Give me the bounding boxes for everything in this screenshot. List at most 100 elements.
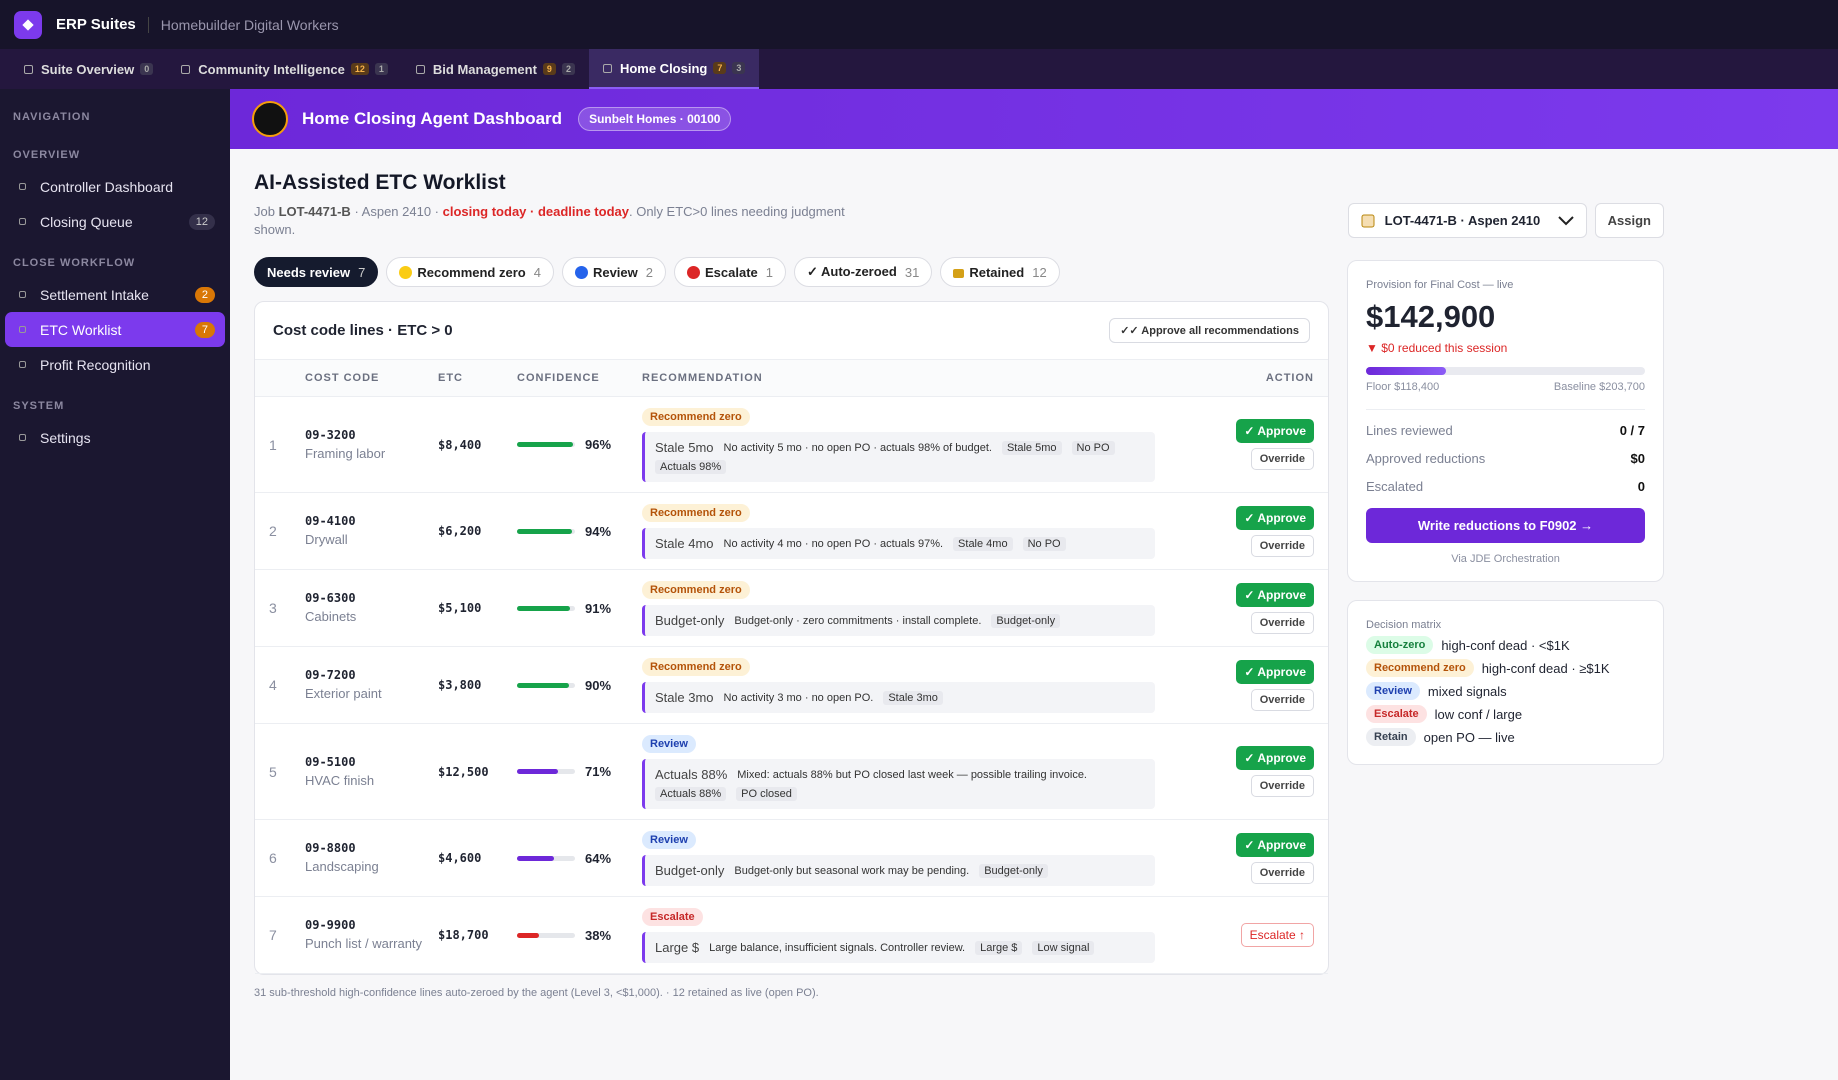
tab-badge: 9 <box>542 63 556 75</box>
etc: $12,500 <box>438 764 489 779</box>
stat-label: Approved reductions <box>1366 451 1486 466</box>
worklist-title: AI-Assisted ETC Worklist <box>254 171 506 194</box>
action-button[interactable]: ✓ Approve <box>1236 582 1314 607</box>
cost-code-cell: 09-5100 HVAC finish <box>305 755 438 789</box>
signal: Actuals 88% <box>655 767 728 782</box>
cost-code-name: HVAC finish <box>305 772 375 788</box>
action-button[interactable]: Override <box>1250 448 1314 470</box>
recommendation-box: Large $ Large balance, insufficient signa… <box>642 932 1155 963</box>
matrix-row: Review mixed signals <box>1366 682 1645 700</box>
nav-badge: 12 <box>188 213 215 230</box>
matrix-text: high-conf dead · <$1K <box>1441 637 1570 653</box>
action-button[interactable]: ✓ Approve <box>1236 832 1314 857</box>
recommendation-tag: Recommend zero <box>642 658 750 676</box>
action-button[interactable]: ✓ Approve <box>1236 746 1314 770</box>
actions: ✓ Approve Override <box>1232 419 1328 470</box>
confidence: 71% <box>517 764 642 779</box>
row-number: 2 <box>269 523 277 539</box>
nav-item[interactable]: Settlement Intake 2 <box>5 277 225 312</box>
filter[interactable]: Review 2 <box>561 257 666 287</box>
recommendation-box: Actuals 88% Mixed: actuals 88% but PO clo… <box>642 759 1155 809</box>
signal-chip: Stale 3mo <box>883 690 943 705</box>
stat-value: 0 <box>1637 479 1645 494</box>
selector-row: LOT-4471-B · Aspen 2410 Assign <box>1347 203 1664 238</box>
matrix-text: open PO — live <box>1423 729 1515 745</box>
signal: Stale 3mo <box>655 690 714 705</box>
nav-label: Profit Recognition <box>40 356 151 373</box>
action-button[interactable]: ✓ Approve <box>1236 419 1314 443</box>
recommendation-tag: Recommend zero <box>642 504 750 522</box>
provision-title: Provision for Final Cost — live <box>1366 279 1514 291</box>
nav-item[interactable]: Controller Dashboard <box>5 169 225 204</box>
sidebar-title: NAVIGATION <box>13 111 91 123</box>
nav-item[interactable]: Settings <box>5 420 225 455</box>
action-button[interactable]: Override <box>1250 688 1314 711</box>
confidence-track <box>517 528 575 534</box>
signal-chip: Large $ <box>975 940 1023 955</box>
filter-count: 2 <box>645 264 653 280</box>
confidence-track <box>517 442 575 447</box>
table-row: 1 09-3200 Framing labor $8,400 96% Recommend … <box>255 397 1328 493</box>
filter-icon <box>574 265 588 279</box>
tab-badge: 7 <box>713 62 727 74</box>
row-number: 7 <box>269 927 277 943</box>
nav-icon <box>19 434 26 441</box>
nav-item[interactable]: Profit Recognition <box>5 347 225 382</box>
tab[interactable]: Community Intelligence 12 1 <box>167 49 402 89</box>
action-button[interactable]: Escalate ↑ <box>1240 923 1314 947</box>
app-name: ERP Suites <box>56 16 136 33</box>
nav-item[interactable]: ETC Worklist 7 <box>5 312 225 347</box>
actions: ✓ Approve Override <box>1232 832 1328 884</box>
recommendation: Review Budget-only Budget-only but seasona… <box>642 830 1232 886</box>
signal-chip: Stale 4mo <box>953 536 1013 551</box>
write-button[interactable]: Write reductions to F0902 → <box>1366 508 1645 543</box>
assign-button[interactable]: Assign <box>1594 203 1664 238</box>
etc: $8,400 <box>438 437 482 452</box>
banner-title: Home Closing Agent Dashboard <box>302 109 563 128</box>
tab[interactable]: Bid Management 9 2 <box>402 49 589 89</box>
filter-label: ✓ Auto-zeroed <box>807 264 897 279</box>
company-chip[interactable]: Sunbelt Homes · 00100 <box>578 107 732 131</box>
tab[interactable]: Home Closing 7 3 <box>588 49 760 89</box>
action-button[interactable]: Override <box>1250 534 1314 557</box>
action-button[interactable]: Override <box>1250 611 1314 634</box>
lot-selector[interactable]: LOT-4471-B · Aspen 2410 <box>1347 203 1587 238</box>
tab-label: Bid Management <box>432 61 537 77</box>
cost-code: 09-9900 <box>305 918 356 932</box>
approve-all-button[interactable]: ✓✓ Approve all recommendations <box>1109 318 1310 343</box>
filter[interactable]: ✓ Auto-zeroed 31 <box>794 257 933 287</box>
recommendation-tag: Recommend zero <box>642 408 750 426</box>
matrix-tag: Escalate <box>1366 705 1427 723</box>
recommendation-tag: Recommend zero <box>642 581 750 599</box>
filter[interactable]: Recommend zero 4 <box>386 257 554 287</box>
confidence-bar <box>517 442 573 447</box>
column-header: CONFIDENCE <box>517 372 600 384</box>
nav-item[interactable]: Closing Queue 12 <box>5 204 225 239</box>
signal: Stale 5mo <box>655 440 714 455</box>
confidence: 90% <box>517 678 642 693</box>
filter[interactable]: Escalate 1 <box>674 257 786 287</box>
cost-code-cell: 09-8800 Landscaping <box>305 841 438 875</box>
cost-code: 09-3200 <box>305 427 356 442</box>
recommendation: Recommend zero Stale 4mo No activity 4 mo … <box>642 503 1232 559</box>
filter[interactable]: Retained 12 <box>940 257 1060 287</box>
signal-chip: No PO <box>1071 440 1115 455</box>
stat-value: 0 / 7 <box>1619 423 1645 438</box>
filter-count: 12 <box>1032 264 1047 280</box>
action-button[interactable]: ✓ Approve <box>1236 659 1314 684</box>
action-button[interactable]: ✓ Approve <box>1236 505 1314 530</box>
table-row: 7 09-9900 Punch list / warranty $18,700 38% E… <box>255 897 1328 974</box>
signal-chip: No PO <box>1022 536 1066 551</box>
matrix-row: Escalate low conf / large <box>1366 705 1645 723</box>
action-button[interactable]: Override <box>1250 861 1314 884</box>
stat: Escalated 0 <box>1366 479 1645 494</box>
matrix-text: high-conf dead · ≥$1K <box>1481 660 1610 676</box>
row-number: 5 <box>269 763 277 780</box>
signal: Large $ <box>655 940 700 955</box>
tab[interactable]: Suite Overview 0 <box>10 49 167 89</box>
recommendation-box: Budget-only Budget-only · zero commitment… <box>642 605 1155 636</box>
action-button[interactable]: Override <box>1250 775 1314 797</box>
filter[interactable]: Needs review 7 <box>254 257 379 287</box>
etc: $5,100 <box>438 601 482 615</box>
